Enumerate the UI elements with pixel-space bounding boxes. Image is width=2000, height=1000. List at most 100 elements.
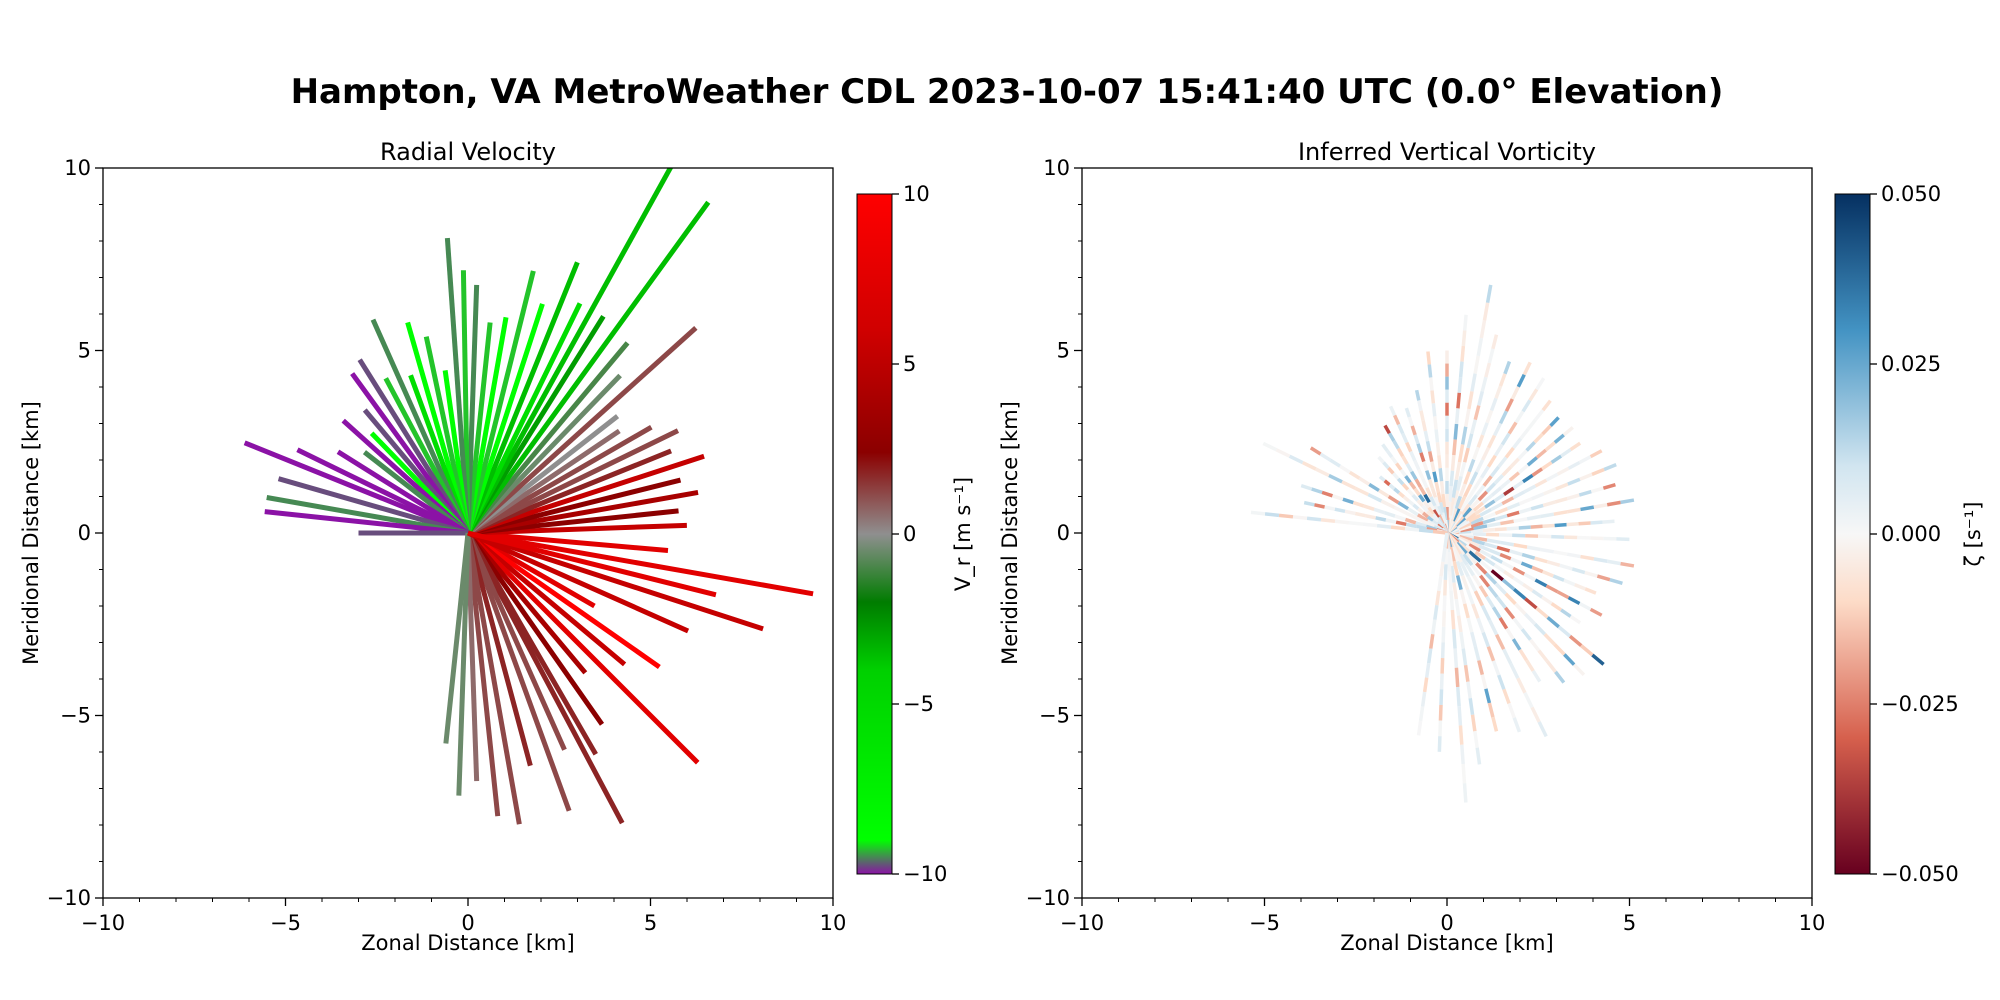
vorticity-segment xyxy=(1506,502,1521,511)
vorticity-segment xyxy=(1554,670,1566,684)
vorticity-segment xyxy=(1426,648,1433,664)
vorticity-segment xyxy=(1542,570,1555,578)
y-tick-label: −5 xyxy=(60,704,91,728)
vorticity-segment xyxy=(1439,673,1444,690)
vorticity-segment xyxy=(1300,483,1313,491)
vorticity-segment xyxy=(1427,451,1434,462)
x-tick-label: 10 xyxy=(1799,911,1826,935)
vorticity-segment xyxy=(1432,416,1438,430)
colorbar-label: V_r [m s⁻¹] xyxy=(951,477,976,591)
vorticity-segment xyxy=(1334,507,1346,514)
colorbar-tick-label: 5 xyxy=(903,352,916,376)
vorticity-segment xyxy=(1516,373,1526,388)
vorticity-segment xyxy=(1440,642,1445,659)
vorticity-segment xyxy=(1475,484,1486,497)
vorticity-segment xyxy=(1562,426,1574,437)
vorticity-segment xyxy=(1443,532,1449,548)
vorticity-segment xyxy=(1482,527,1495,533)
vorticity-segment xyxy=(1504,592,1517,606)
vorticity-segment xyxy=(1434,481,1441,493)
vorticity-segment xyxy=(1534,478,1548,488)
vorticity-segment xyxy=(1522,473,1534,484)
velocity-ray xyxy=(456,532,471,796)
vorticity-segment xyxy=(1397,491,1405,499)
vorticity-segment xyxy=(1419,452,1426,463)
vorticity-segment xyxy=(1463,471,1471,485)
vorticity-segment xyxy=(1393,414,1401,426)
velocity-ray xyxy=(467,530,764,632)
vorticity-segment xyxy=(1417,507,1425,515)
vorticity-segment xyxy=(1456,392,1462,409)
vorticity-segment xyxy=(1427,501,1436,511)
colorbar-label: ζ [s⁻¹] xyxy=(1961,502,1985,567)
velocity-ray xyxy=(465,532,533,767)
vorticity-segment xyxy=(1560,608,1572,618)
vorticity-segment xyxy=(1504,606,1516,620)
x-tick-label: −10 xyxy=(1060,911,1104,935)
y-tick-label: 0 xyxy=(1057,521,1070,545)
vorticity-segment xyxy=(1482,302,1490,321)
vorticity-segment xyxy=(1275,448,1291,458)
vorticity-segment xyxy=(1486,454,1497,468)
vorticity-segment xyxy=(1528,388,1539,402)
vorticity-segment xyxy=(1451,479,1459,498)
vorticity-segment xyxy=(1513,543,1528,549)
vorticity-segment xyxy=(1466,589,1475,605)
vorticity-segment xyxy=(1470,373,1477,392)
vorticity-segment xyxy=(1328,473,1343,484)
vorticity-segment xyxy=(1382,461,1390,470)
vorticity-segment xyxy=(1490,502,1504,512)
vorticity-segment xyxy=(1423,430,1430,442)
vorticity-segment xyxy=(1484,542,1498,550)
vorticity-segment xyxy=(1470,520,1484,528)
vorticity-segment xyxy=(1418,528,1434,534)
vorticity-segment xyxy=(1414,389,1421,401)
vorticity-segment xyxy=(1471,538,1486,546)
vorticity-segment xyxy=(1464,408,1471,428)
velocity-ray xyxy=(466,325,698,535)
vorticity-segment xyxy=(1514,602,1527,616)
vorticity-segment xyxy=(1391,472,1400,480)
vorticity-segment xyxy=(1396,477,1405,486)
vorticity-segment xyxy=(1591,653,1605,666)
vorticity-segment xyxy=(1470,419,1477,435)
vorticity-segment xyxy=(1447,486,1453,502)
vorticity-segment xyxy=(1311,487,1323,495)
vorticity-segment xyxy=(1421,420,1428,432)
vorticity-segment xyxy=(1458,483,1467,497)
vorticity-segment xyxy=(1450,454,1456,471)
vorticity-segment xyxy=(1471,603,1480,619)
vorticity-segment xyxy=(1530,524,1543,529)
vorticity-segment xyxy=(1503,486,1515,496)
vorticity-segment xyxy=(1378,475,1386,483)
vorticity-segment xyxy=(1530,492,1545,501)
vorticity-segment xyxy=(1491,660,1501,676)
vorticity-segment xyxy=(1534,556,1548,564)
velocity-ray xyxy=(465,200,711,535)
vorticity-segment xyxy=(1457,444,1465,463)
vorticity-segment xyxy=(1449,565,1456,583)
vorticity-segment xyxy=(1470,528,1484,534)
vorticity-segment xyxy=(1475,747,1482,765)
colorbar xyxy=(856,193,893,875)
y-tick-label: −10 xyxy=(1026,886,1070,910)
vorticity-segment xyxy=(1476,434,1485,448)
panel-vertical-vorticity: Inferred Vertical Vorticity −10−10 −5 −5 0 0… xyxy=(998,138,1985,955)
velocity-ray xyxy=(277,476,469,536)
vorticity-segment xyxy=(1461,648,1468,666)
vorticity-segment xyxy=(1422,500,1431,509)
x-tick-label: 0 xyxy=(461,911,474,935)
vorticity-segment xyxy=(1504,446,1515,459)
vorticity-segment xyxy=(1460,744,1465,765)
vorticity-segment xyxy=(1461,330,1467,347)
vorticity-segment xyxy=(1395,520,1407,527)
vorticity-segment xyxy=(1486,538,1501,545)
vorticity-segment xyxy=(1533,622,1547,636)
vorticity-segment xyxy=(1430,390,1436,404)
vorticity-segment xyxy=(1476,617,1485,634)
velocity-ray xyxy=(465,261,580,534)
vorticity-segment xyxy=(1477,660,1485,676)
vorticity-segment xyxy=(1545,660,1557,673)
vorticity-segment xyxy=(1493,443,1504,457)
y-tick-label: 10 xyxy=(64,156,91,180)
